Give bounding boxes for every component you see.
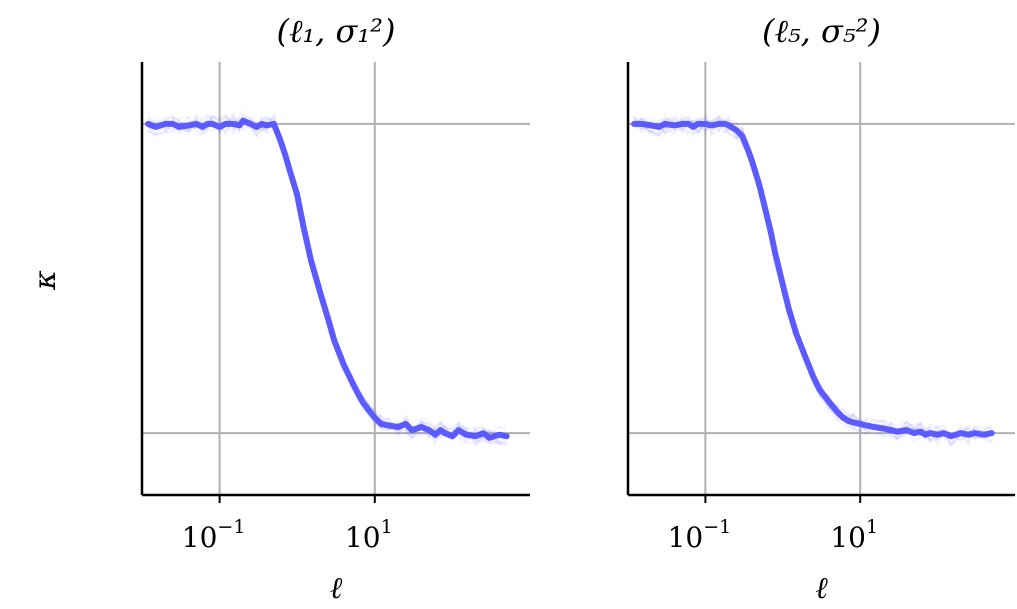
sample-trace-0-0 — [633, 114, 993, 446]
sample-trace-0-5 — [147, 109, 507, 446]
sample-trace-0-3 — [147, 113, 507, 445]
series-line-0 — [145, 117, 510, 441]
sample-trace-0-1 — [147, 113, 507, 447]
sample-trace-0-2 — [633, 112, 992, 448]
panel-title: (ℓ₅, σ₅²) — [762, 12, 881, 50]
sample-trace-0-7 — [633, 115, 993, 443]
x-tick-label-1: 101 — [345, 516, 393, 554]
panel-title: (ℓ₁, σ₁²) — [277, 12, 396, 50]
sample-trace-0-0 — [147, 116, 508, 446]
sample-trace-0-4 — [147, 112, 508, 441]
sample-trace-0-1 — [633, 116, 992, 447]
sample-trace-0-6 — [633, 117, 993, 443]
sample-trace-0-5 — [633, 116, 993, 448]
y-axis-label: κ — [28, 270, 63, 291]
sample-trace-0-6 — [147, 113, 507, 440]
sample-trace-0-3 — [633, 115, 992, 443]
sample-trace-0-8 — [147, 111, 508, 447]
x-tick-label-1: 101 — [830, 516, 878, 554]
sample-trace-0-7 — [147, 113, 508, 446]
x-axis-label: ℓ — [815, 571, 828, 606]
sample-trace-0-9 — [633, 116, 993, 447]
sample-trace-0-2 — [147, 112, 508, 443]
series-line-0 — [631, 120, 995, 440]
x-tick-label-0: 10−1 — [182, 516, 246, 554]
x-axis-label: ℓ — [330, 571, 343, 606]
sample-trace-0-4 — [634, 113, 993, 444]
sample-trace-0-8 — [633, 114, 993, 445]
sample-trace-0-9 — [147, 116, 507, 444]
x-tick-label-0: 10−1 — [668, 516, 732, 554]
